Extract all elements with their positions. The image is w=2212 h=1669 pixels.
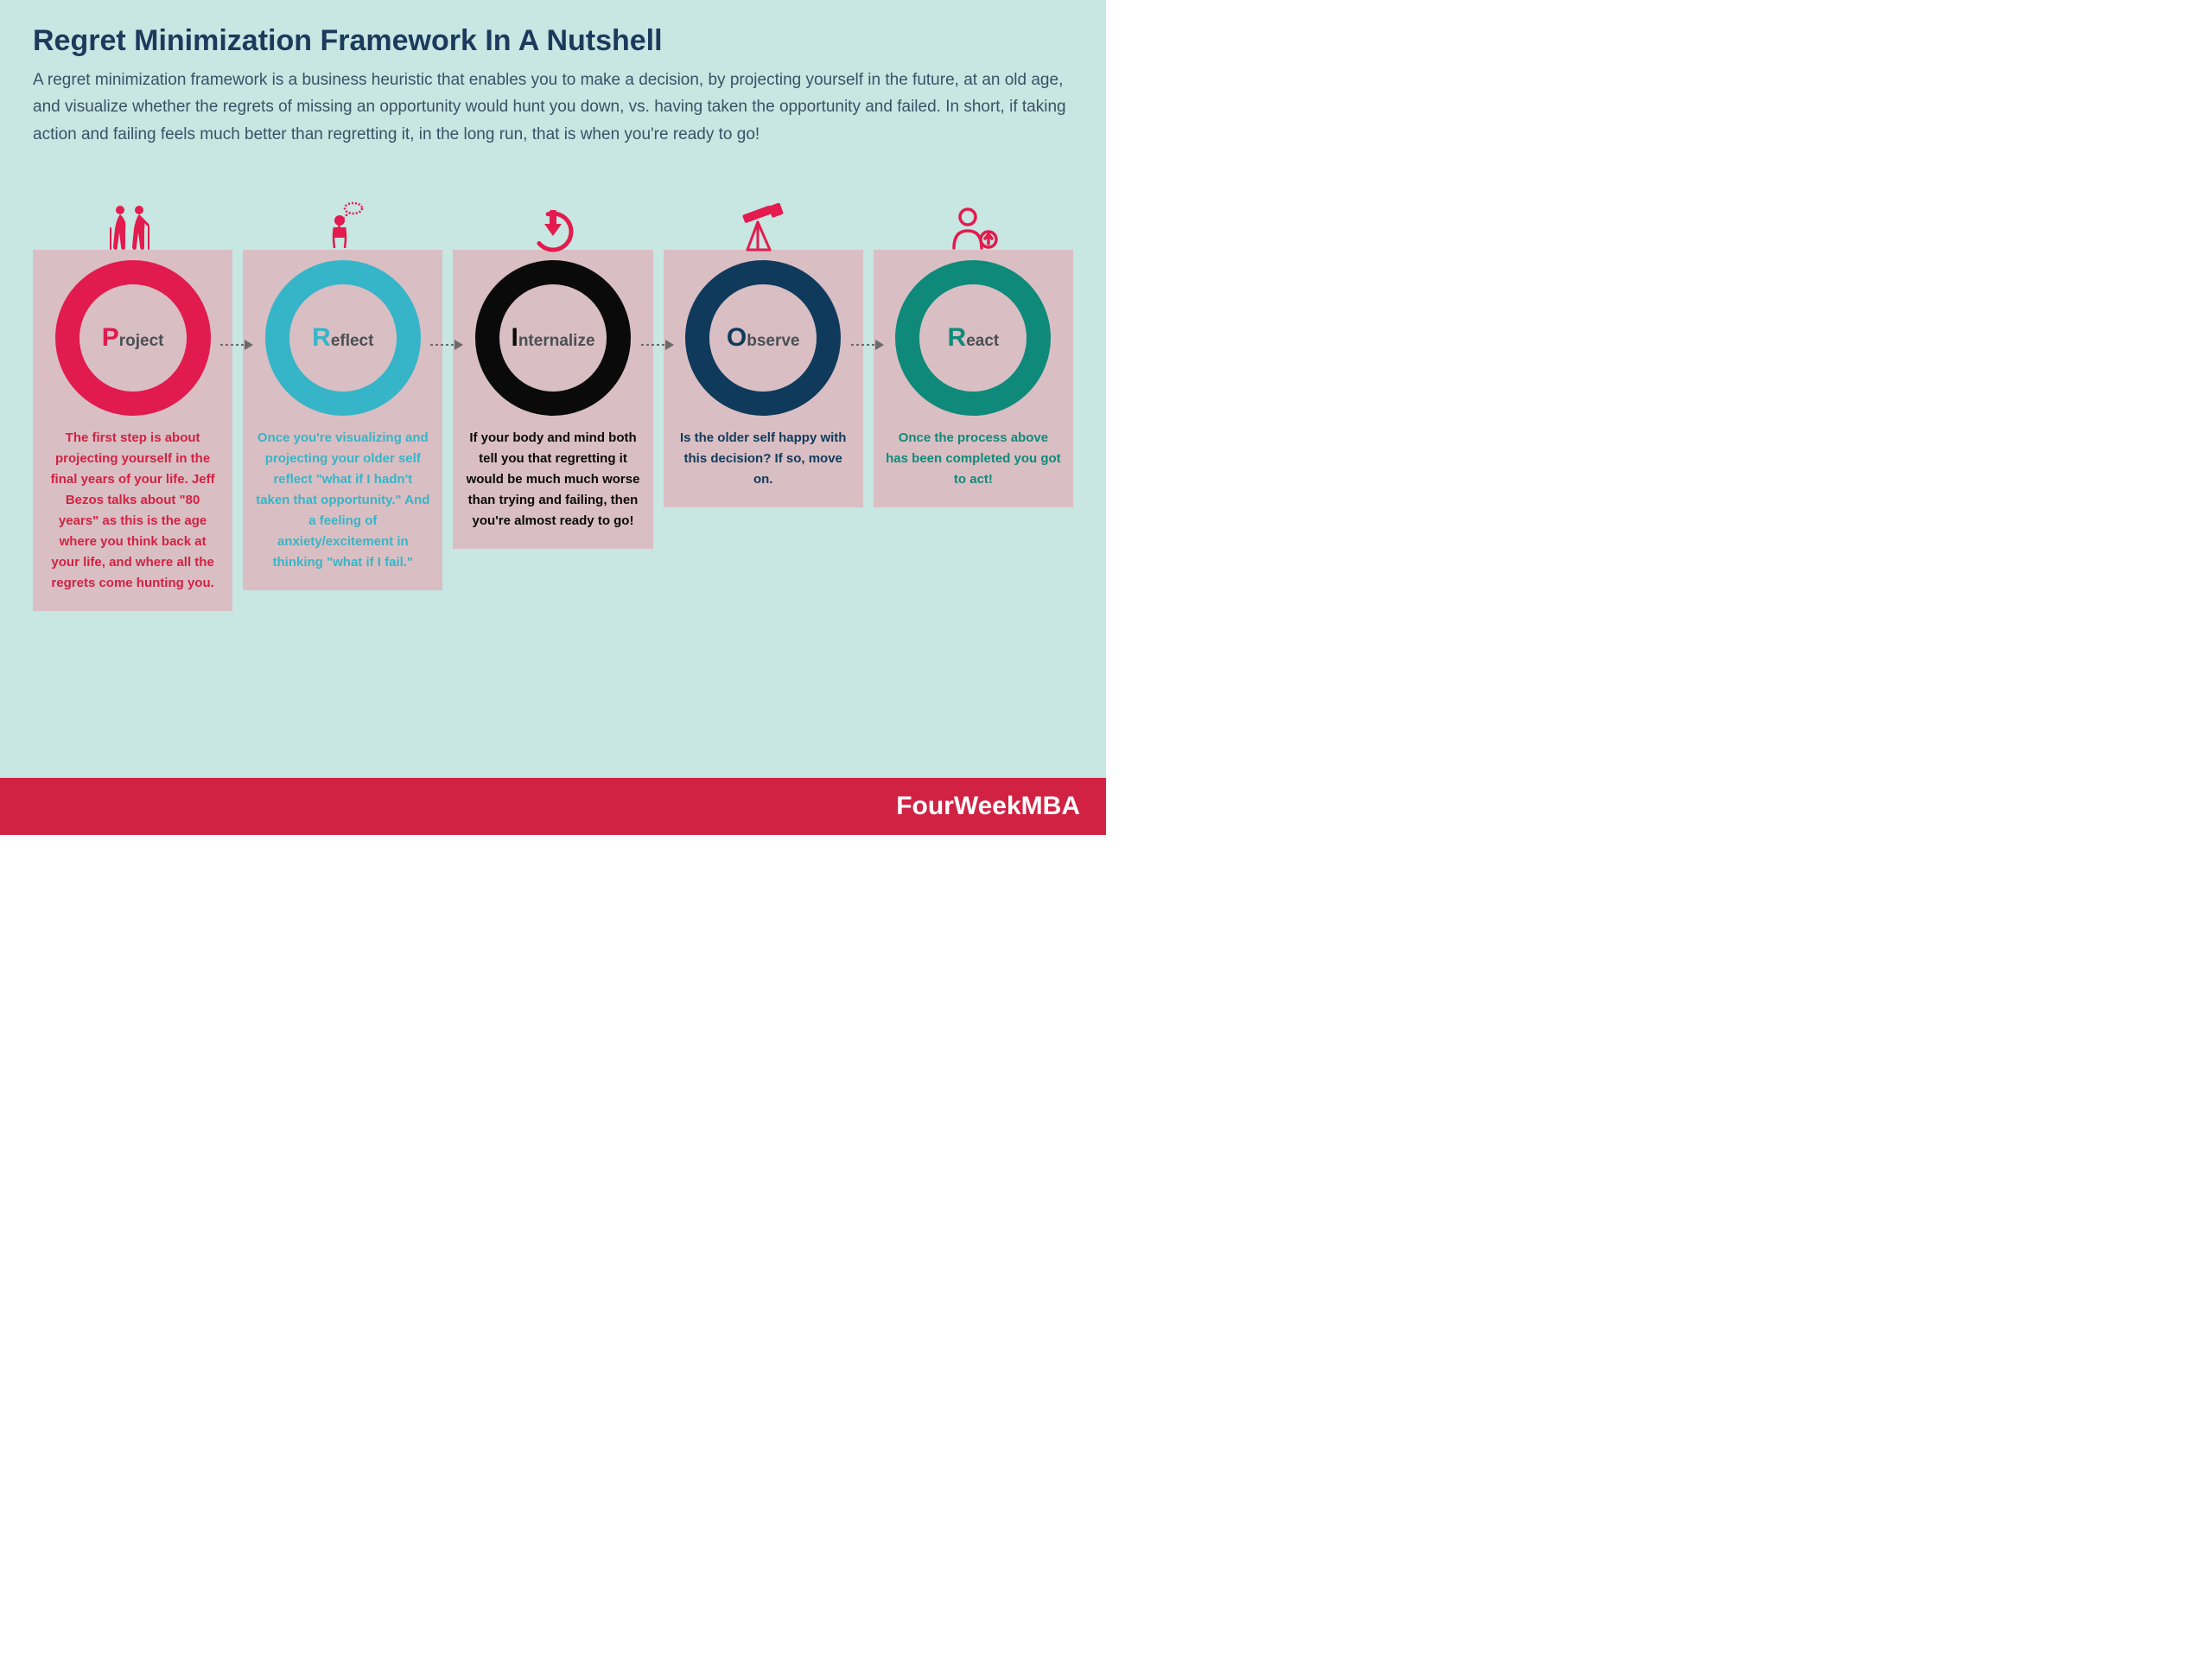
step-body: If your body and mind both tell you that… [465,428,640,532]
step-label: Reflect [312,323,373,353]
footer-bar: FourWeekMBA [0,778,1106,835]
description-text: A regret minimization framework is a bus… [33,67,1073,148]
step-label: Internalize [511,323,594,353]
elderly-icon [103,200,163,255]
step-initial: P [102,323,119,352]
step-initial: R [312,323,331,352]
step-ring: React [895,260,1051,416]
footer-brand: FourWeekMBA [896,792,1080,821]
step-eact: React Once the process above has been com… [874,200,1073,507]
step-rest: bserve [747,332,799,350]
step-card: Observe Is the older self happy with this… [664,250,863,507]
step-rest: eact [966,332,999,350]
step-ring: Project [55,260,211,416]
person-up-icon [947,200,999,255]
step-body: Is the older self happy with this decisi… [676,428,851,490]
step-bserve: Observe Is the older self happy with this… [664,200,863,507]
step-card: Reflect Once you're visualizing and proje… [243,250,442,590]
step-card: Internalize If your body and mind both te… [453,250,652,549]
step-roject: Project The first step is about projectin… [33,200,232,611]
step-initial: R [948,323,967,352]
connector-arrow [851,338,886,356]
step-initial: O [727,323,747,352]
connector-arrow [641,338,676,356]
step-label: React [948,323,1000,353]
connector-arrow [430,338,465,356]
thinker-icon [319,200,367,255]
step-ring: Observe [685,260,841,416]
content-area: Regret Minimization Framework In A Nutsh… [0,0,1106,611]
infographic-canvas: Regret Minimization Framework In A Nutsh… [0,0,1106,835]
download-icon [530,200,576,255]
step-body: The first step is about projecting yours… [45,428,220,594]
page-title: Regret Minimization Framework In A Nutsh… [33,24,1073,58]
telescope-icon [735,200,791,255]
step-eflect: Reflect Once you're visualizing and proje… [243,200,442,590]
step-body: Once the process above has been complete… [886,428,1061,490]
step-label: Observe [727,323,800,353]
step-rest: eflect [331,332,374,350]
step-nternalize: Internalize If your body and mind both te… [453,200,652,549]
step-card: React Once the process above has been com… [874,250,1073,507]
step-rest: nternalize [518,332,595,350]
connector-arrow [220,338,255,356]
step-rest: roject [119,332,164,350]
step-ring: Reflect [265,260,421,416]
step-card: Project The first step is about projectin… [33,250,232,611]
steps-row: Project The first step is about projectin… [33,200,1073,611]
step-body: Once you're visualizing and projecting y… [255,428,430,573]
step-ring: Internalize [475,260,631,416]
step-label: Project [102,323,164,353]
